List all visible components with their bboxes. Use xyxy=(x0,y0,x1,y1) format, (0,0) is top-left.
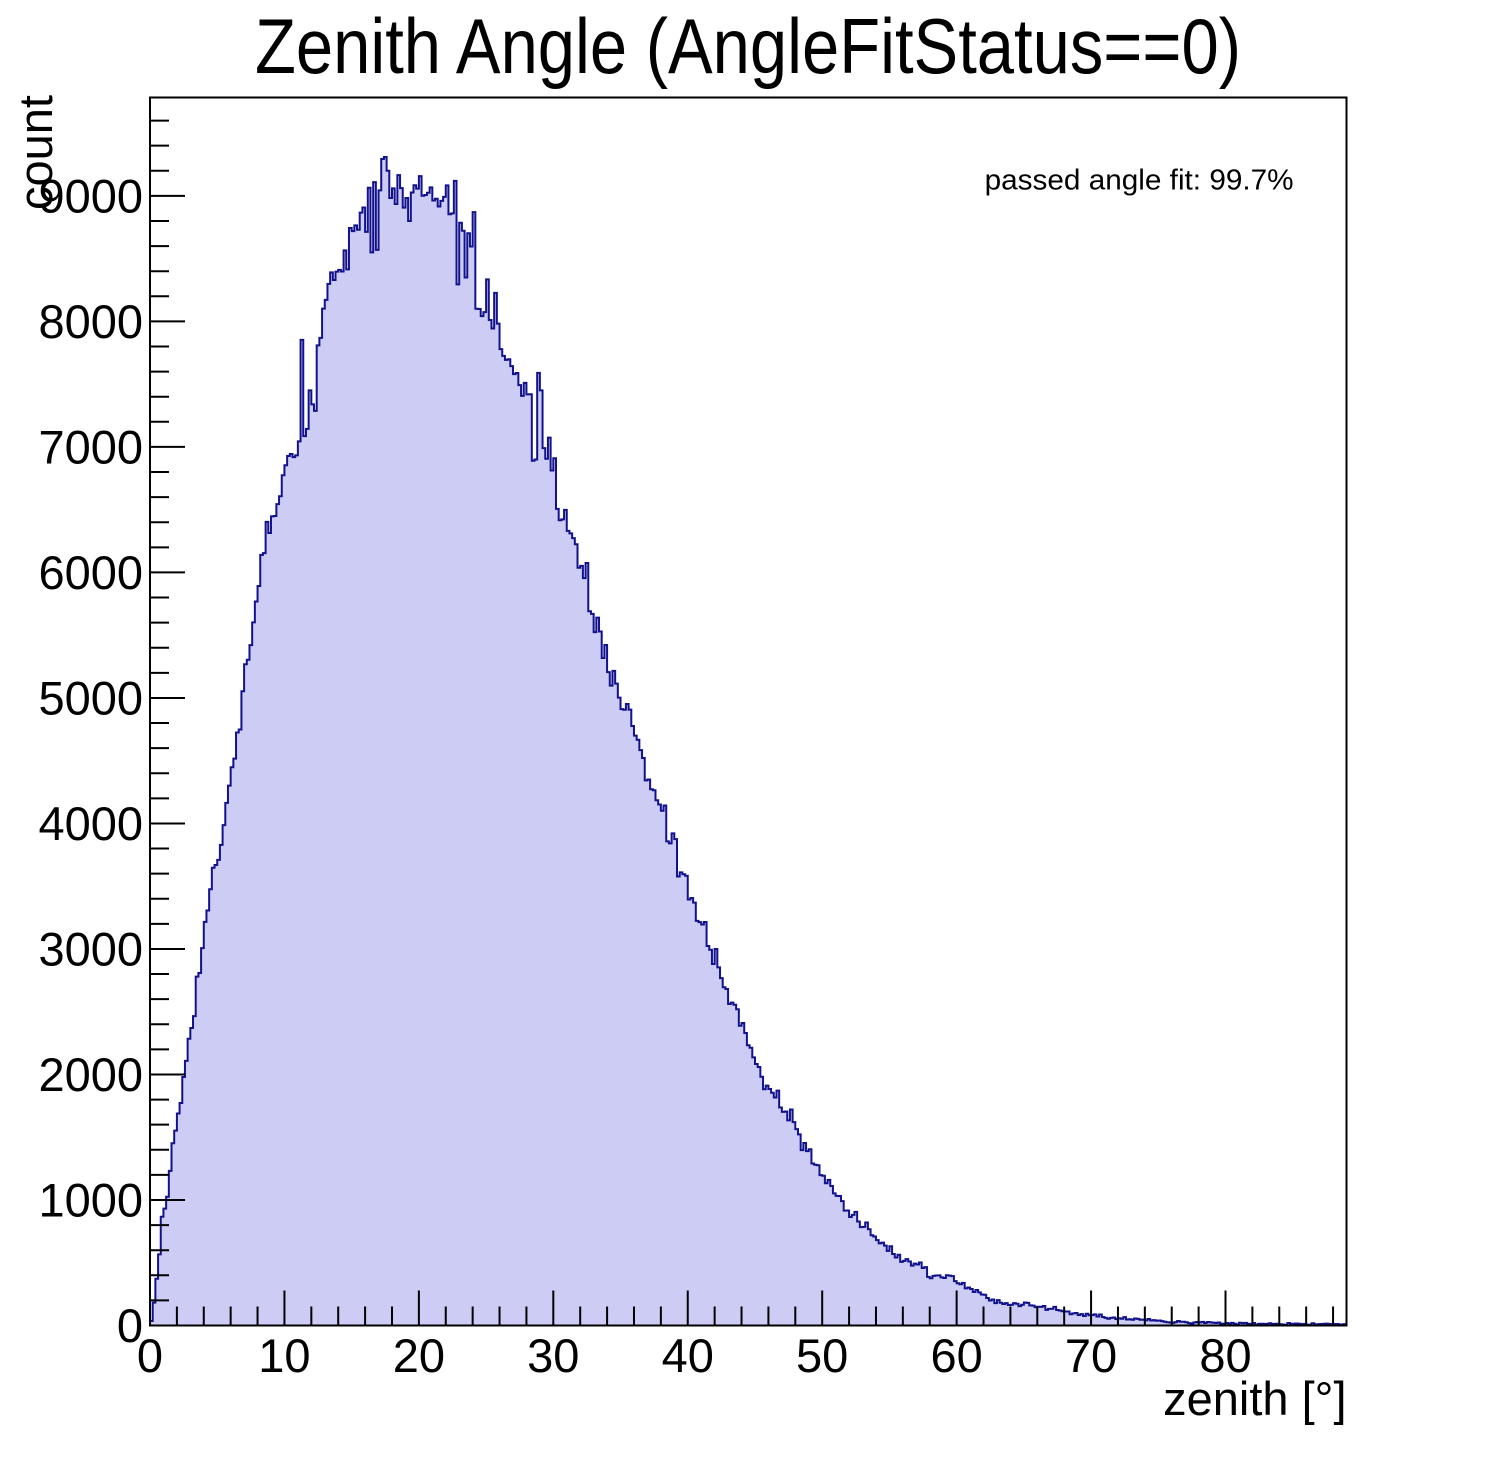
svg-text:5000: 5000 xyxy=(38,671,143,724)
svg-text:10: 10 xyxy=(258,1329,310,1382)
svg-text:70: 70 xyxy=(1065,1329,1117,1382)
svg-text:3000: 3000 xyxy=(38,922,143,975)
svg-text:2000: 2000 xyxy=(38,1048,143,1101)
svg-text:8000: 8000 xyxy=(38,295,143,348)
svg-text:4000: 4000 xyxy=(38,797,143,850)
svg-text:1000: 1000 xyxy=(38,1173,143,1226)
svg-text:7000: 7000 xyxy=(38,420,143,473)
svg-text:Zenith Angle (AngleFitStatus==: Zenith Angle (AngleFitStatus==0) xyxy=(255,2,1241,90)
svg-text:0: 0 xyxy=(117,1299,143,1352)
svg-text:count: count xyxy=(9,95,62,210)
svg-text:9000: 9000 xyxy=(38,169,143,222)
svg-text:50: 50 xyxy=(796,1329,848,1382)
svg-text:40: 40 xyxy=(662,1329,714,1382)
svg-text:6000: 6000 xyxy=(38,546,143,599)
svg-text:60: 60 xyxy=(930,1329,982,1382)
svg-text:30: 30 xyxy=(527,1329,579,1382)
svg-text:passed angle fit: 99.7%: passed angle fit: 99.7% xyxy=(985,165,1294,197)
svg-text:20: 20 xyxy=(393,1329,445,1382)
svg-text:0: 0 xyxy=(137,1329,163,1382)
svg-text:80: 80 xyxy=(1199,1329,1251,1382)
svg-text:zenith [°]: zenith [°] xyxy=(1163,1372,1346,1425)
